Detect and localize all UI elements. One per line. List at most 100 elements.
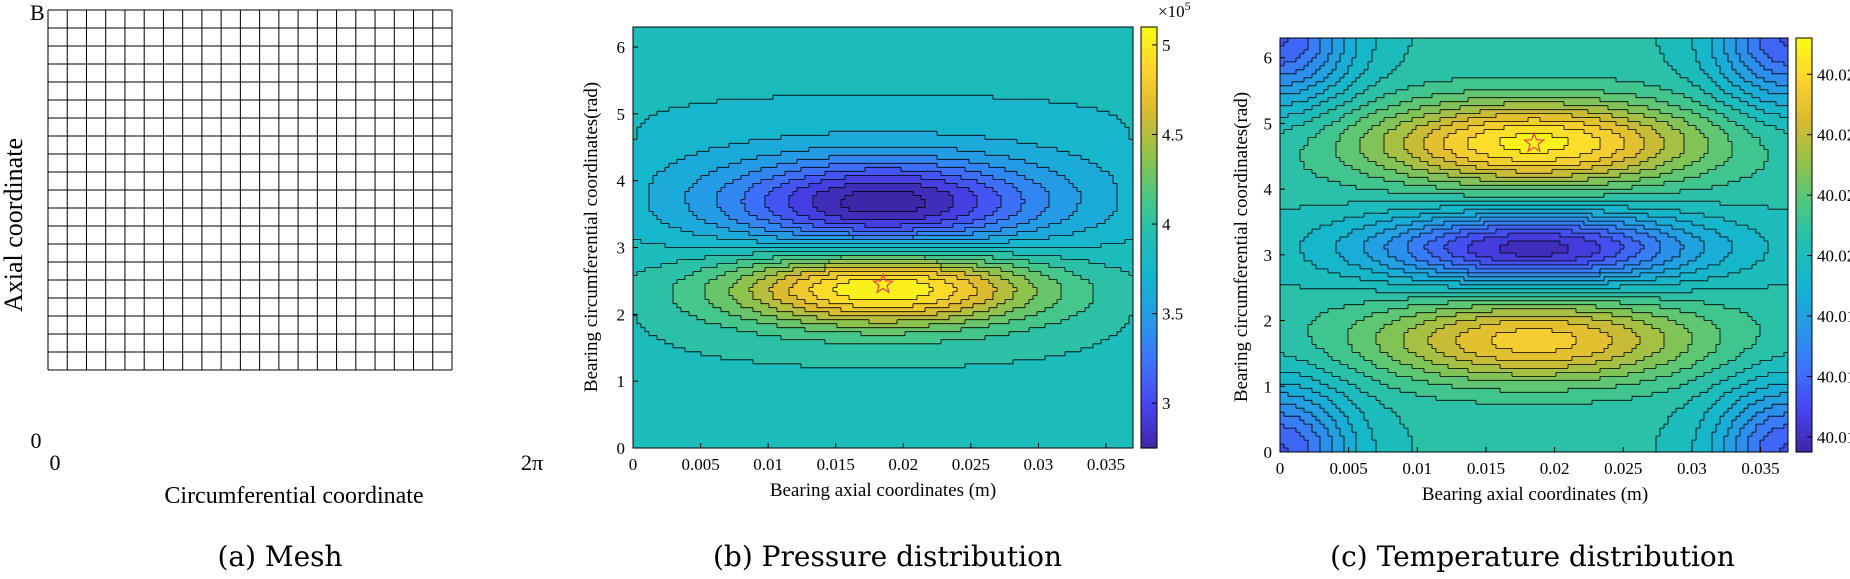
heat-cell <box>745 335 750 341</box>
heat-cell <box>749 27 754 32</box>
heat-cell <box>717 207 722 213</box>
heat-cell <box>781 103 786 108</box>
heat-cell <box>733 83 738 88</box>
heat-cell <box>793 359 798 365</box>
heat-cell <box>797 235 802 241</box>
heat-cell <box>777 435 782 441</box>
heat-cell <box>801 111 806 116</box>
heat-cell <box>637 95 642 100</box>
heat-cell <box>633 235 638 241</box>
heat-cell <box>693 415 698 421</box>
heat-cell <box>713 199 718 205</box>
heat-cell <box>789 395 794 401</box>
heat-cell <box>797 243 802 249</box>
heat-cell <box>753 203 758 209</box>
heat-cell <box>801 371 806 377</box>
heat-cell <box>769 195 774 201</box>
heat-cell <box>809 303 814 309</box>
heat-cell <box>645 211 650 217</box>
heat-cell <box>721 327 726 333</box>
heat-cell <box>685 323 690 329</box>
heat-cell <box>681 55 686 60</box>
heat-cell <box>637 367 642 373</box>
heat-cell <box>785 55 790 60</box>
heat-cell <box>793 231 798 237</box>
heat-cell <box>721 399 726 405</box>
heat-cell <box>705 279 710 285</box>
heat-cell <box>653 167 658 172</box>
heat-cell <box>665 251 670 257</box>
heat-cell <box>697 315 702 321</box>
heat-cell <box>641 239 646 245</box>
heat-cell <box>765 175 770 180</box>
heat-cell <box>721 387 726 393</box>
heat-cell <box>697 255 702 261</box>
heat-cell <box>813 251 818 257</box>
heat-cell <box>789 387 794 393</box>
heat-cell <box>781 395 786 401</box>
heat-cell <box>705 355 710 361</box>
heat-cell <box>789 411 794 417</box>
heat-cell <box>817 427 822 433</box>
heat-cell <box>697 119 702 124</box>
heat-cell <box>777 215 782 221</box>
heat-cell <box>773 171 778 176</box>
heat-cell <box>721 287 726 293</box>
heat-cell <box>805 351 810 357</box>
heat-cell <box>753 167 758 172</box>
heat-cell <box>737 343 742 349</box>
heat-cell <box>657 83 662 88</box>
heat-cell <box>713 327 718 333</box>
heat-cell <box>677 323 682 329</box>
heat-cell <box>797 219 802 225</box>
heat-cell <box>725 43 730 48</box>
heat-cell <box>653 99 658 104</box>
heat-cell <box>737 83 742 88</box>
heat-cell <box>701 399 706 405</box>
heat-cell <box>677 411 682 417</box>
heat-cell <box>757 399 762 405</box>
heat-cell <box>753 359 758 365</box>
heat-cell <box>801 167 806 172</box>
heat-cell <box>781 71 786 76</box>
heat-cell <box>653 307 658 313</box>
heat-cell <box>649 239 654 245</box>
heat-cell <box>817 39 822 44</box>
heat-cell <box>761 59 766 64</box>
heat-cell <box>773 119 778 124</box>
heat-cell <box>757 139 762 144</box>
heat-cell <box>665 327 670 333</box>
heat-cell <box>781 307 786 313</box>
heat-cell <box>701 171 706 176</box>
heat-cell <box>673 263 678 269</box>
heat-cell <box>681 59 686 64</box>
heat-cell <box>801 59 806 64</box>
heat-cell <box>757 95 762 100</box>
heat-cell <box>721 283 726 289</box>
heat-cell <box>745 235 750 241</box>
heat-cell <box>653 375 658 381</box>
heat-cell <box>789 415 794 421</box>
heat-cell <box>789 151 794 156</box>
heat-cell <box>805 387 810 393</box>
heat-cell <box>689 415 694 421</box>
heat-cell <box>777 351 782 357</box>
heat-cell <box>721 247 726 253</box>
heat-cell <box>725 343 730 349</box>
heat-cell <box>817 31 822 36</box>
heat-cell <box>813 103 818 108</box>
heat-cell <box>725 227 730 233</box>
heat-cell <box>685 67 690 72</box>
heat-cell <box>657 175 662 180</box>
heat-cell <box>681 143 686 148</box>
heat-cell <box>805 395 810 401</box>
heat-cell <box>661 211 666 217</box>
heat-cell <box>721 291 726 297</box>
heat-cell <box>673 319 678 325</box>
heat-cell <box>697 159 702 164</box>
heat-cell <box>645 143 650 148</box>
heat-cell <box>729 255 734 261</box>
heat-cell <box>665 259 670 265</box>
heat-cell <box>705 171 710 176</box>
heat-cell <box>637 51 642 56</box>
